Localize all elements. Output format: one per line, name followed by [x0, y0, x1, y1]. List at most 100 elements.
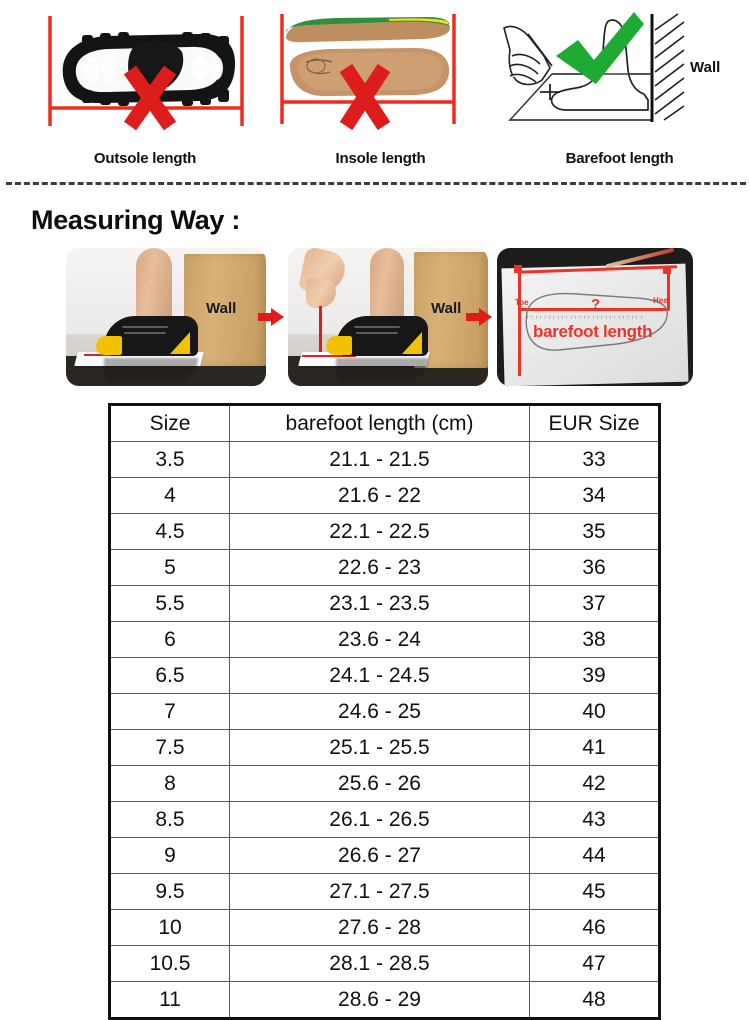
- size-chart-table-wrapper: Size barefoot length (cm) EUR Size 3.5 21…: [108, 403, 661, 1020]
- cell-barefoot-length: 27.1 - 27.5: [229, 873, 530, 910]
- barefoot-length-label: barefoot length: [533, 322, 653, 341]
- cell-eur-size: 37: [529, 585, 660, 622]
- cell-eur-size: 47: [529, 945, 660, 982]
- cell-size: 8: [109, 765, 230, 802]
- cell-eur-size: 39: [529, 657, 660, 694]
- cell-eur-size: 34: [529, 477, 660, 514]
- cell-barefoot-length: 27.6 - 28: [229, 909, 530, 946]
- cell-barefoot-length: 23.6 - 24: [229, 621, 530, 658]
- insole-artwork: [280, 14, 456, 131]
- wall-label: Wall: [206, 300, 237, 317]
- table-row: 4.5 22.1 - 22.5 35: [109, 513, 660, 550]
- illustration-insole: Insole length: [268, 8, 493, 173]
- cell-eur-size: 33: [529, 441, 660, 478]
- cell-size: 10: [109, 909, 230, 946]
- cell-barefoot-length: 24.6 - 25: [229, 693, 530, 730]
- cell-size: 5: [109, 549, 230, 586]
- cell-barefoot-length: 23.1 - 23.5: [229, 585, 530, 622]
- table-row: 10 27.6 - 28 46: [109, 909, 660, 946]
- cell-eur-size: 46: [529, 909, 660, 946]
- cell-barefoot-length: 25.6 - 26: [229, 765, 530, 802]
- cell-eur-size: 38: [529, 621, 660, 658]
- illustration-caption: Outsole length: [93, 150, 197, 167]
- outsole-artwork: [48, 16, 244, 131]
- comparison-illustration-strip: Outsole length: [0, 0, 750, 175]
- cell-eur-size: 35: [529, 513, 660, 550]
- cell-size: 7: [109, 693, 230, 730]
- cell-size: 11: [109, 981, 230, 1019]
- cell-barefoot-length: 24.1 - 24.5: [229, 657, 530, 694]
- table-row: 11 28.6 - 29 48: [109, 981, 660, 1019]
- cell-barefoot-length: 22.1 - 22.5: [229, 513, 530, 550]
- x-mark-icon: [123, 65, 177, 131]
- cell-eur-size: 45: [529, 873, 660, 910]
- cell-barefoot-length: 25.1 - 25.5: [229, 729, 530, 766]
- measuring-step-1-photo: Wall: [66, 248, 266, 386]
- cell-barefoot-length: 26.6 - 27: [229, 837, 530, 874]
- section-divider: [6, 182, 746, 185]
- cell-size: 7.5: [109, 729, 230, 766]
- illustration-barefoot: Wall Barefoot length: [492, 8, 747, 173]
- measuring-step-3-photo: |·|·|·|·|·|·|·|·|·|·|·|·|·|·|·|·|·|·|·|·…: [497, 248, 693, 386]
- cell-eur-size: 36: [529, 549, 660, 586]
- table-row: 7.5 25.1 - 25.5 41: [109, 729, 660, 766]
- check-mark-icon: [556, 12, 644, 84]
- heel-label: Heel: [653, 296, 670, 305]
- cell-size: 6: [109, 621, 230, 658]
- table-row: 5.5 23.1 - 23.5 37: [109, 585, 660, 622]
- illustration-caption: Barefoot length: [565, 150, 674, 167]
- table-row: 9 26.6 - 27 44: [109, 837, 660, 874]
- table-body: 3.5 21.1 - 21.5 33 4 21.6 - 22 34 4.5 22.1 - 22…: [109, 441, 660, 1019]
- cell-eur-size: 44: [529, 837, 660, 874]
- right-arrow-icon: [466, 308, 494, 326]
- cell-eur-size: 40: [529, 693, 660, 730]
- cell-eur-size: 42: [529, 765, 660, 802]
- cell-size: 9.5: [109, 873, 230, 910]
- right-arrow-icon: [258, 308, 286, 326]
- wall-label: Wall: [690, 59, 720, 76]
- table-row: 8 25.6 - 26 42: [109, 765, 660, 802]
- cell-size: 4.5: [109, 513, 230, 550]
- x-mark-icon: [339, 63, 391, 131]
- illustration-outsole: Outsole length: [30, 8, 260, 173]
- cell-size: 3.5: [109, 441, 230, 478]
- measuring-way-heading: Measuring Way :: [31, 205, 241, 235]
- cell-barefoot-length: 28.1 - 28.5: [229, 945, 530, 982]
- question-mark-label: ?: [591, 296, 601, 313]
- table-header: Size barefoot length (cm) EUR Size: [109, 404, 660, 442]
- cell-eur-size: 41: [529, 729, 660, 766]
- wall-label: Wall: [431, 300, 462, 317]
- table-row: 5 22.6 - 23 36: [109, 549, 660, 586]
- table-row: 4 21.6 - 22 34: [109, 477, 660, 514]
- table-row: 3.5 21.1 - 21.5 33: [109, 441, 660, 478]
- column-header-size: Size: [109, 404, 230, 442]
- cell-size: 6.5: [109, 657, 230, 694]
- illustration-caption: Insole length: [335, 150, 426, 167]
- cell-eur-size: 43: [529, 801, 660, 838]
- cell-barefoot-length: 28.6 - 29: [229, 981, 530, 1019]
- column-header-barefoot-length: barefoot length (cm): [229, 404, 530, 442]
- cell-eur-size: 48: [529, 981, 660, 1019]
- table-header-row: Size barefoot length (cm) EUR Size: [109, 404, 660, 442]
- table-row: 7 24.6 - 25 40: [109, 693, 660, 730]
- table-row: 6.5 24.1 - 24.5 39: [109, 657, 660, 694]
- column-header-eur-size: EUR Size: [529, 404, 660, 442]
- wall-hatching: [650, 13, 685, 122]
- table-row: 8.5 26.1 - 26.5 43: [109, 801, 660, 838]
- cell-size: 4: [109, 477, 230, 514]
- cell-barefoot-length: 26.1 - 26.5: [229, 801, 530, 838]
- cell-size: 9: [109, 837, 230, 874]
- cell-barefoot-length: 22.6 - 23: [229, 549, 530, 586]
- barefoot-artwork: Wall: [503, 12, 720, 122]
- cell-barefoot-length: 21.6 - 22: [229, 477, 530, 514]
- table-row: 9.5 27.1 - 27.5 45: [109, 873, 660, 910]
- cell-size: 10.5: [109, 945, 230, 982]
- size-chart-table: Size barefoot length (cm) EUR Size 3.5 21…: [108, 403, 661, 1020]
- cell-barefoot-length: 21.1 - 21.5: [229, 441, 530, 478]
- cell-size: 8.5: [109, 801, 230, 838]
- toe-label: Toe: [515, 298, 529, 307]
- table-row: 10.5 28.1 - 28.5 47: [109, 945, 660, 982]
- table-row: 6 23.6 - 24 38: [109, 621, 660, 658]
- cell-size: 5.5: [109, 585, 230, 622]
- measuring-steps-photos: Wall Wall: [0, 248, 750, 388]
